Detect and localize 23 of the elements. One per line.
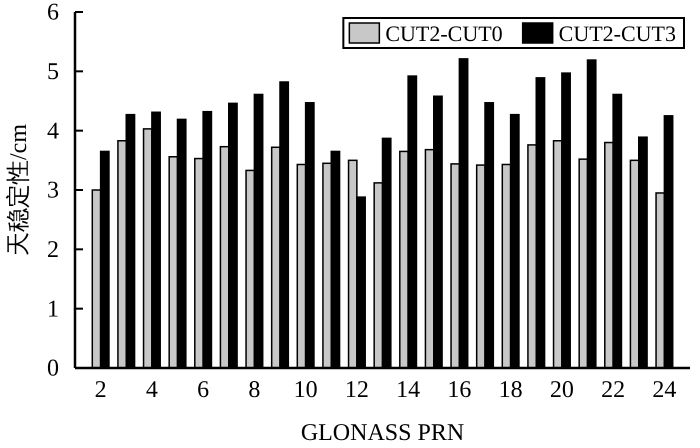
- x-tick-label: 20: [550, 377, 574, 404]
- y-tick-label: 2: [47, 237, 59, 264]
- legend-label: CUT2-CUT3: [558, 21, 676, 46]
- x-tick-label: 14: [396, 377, 420, 404]
- y-tick-label: 4: [47, 118, 59, 144]
- x-tick-label: 10: [294, 377, 318, 404]
- y-tick-label: 1: [47, 296, 59, 322]
- x-tick-label: 4: [146, 377, 158, 404]
- legend-label: CUT2-CUT0: [385, 21, 503, 46]
- x-tick-label: 18: [498, 377, 523, 404]
- x-tick-label: 22: [601, 377, 626, 404]
- x-tick-label: 16: [447, 377, 472, 404]
- y-tick-label: 6: [47, 0, 59, 26]
- x-tick-label: 2: [94, 377, 107, 404]
- y-tick-label: 3: [47, 178, 59, 204]
- y-axis-title: 天稳定性/cm: [5, 124, 32, 256]
- x-axis-title: GLONASS PRN: [300, 420, 464, 446]
- x-tick-label: 6: [197, 377, 210, 404]
- x-tick-label: 12: [344, 377, 369, 404]
- y-tick-label: 0: [47, 356, 59, 382]
- x-tick-label: 8: [248, 377, 260, 404]
- x-tick-label: 24: [652, 377, 676, 404]
- y-tick-label: 5: [47, 59, 59, 86]
